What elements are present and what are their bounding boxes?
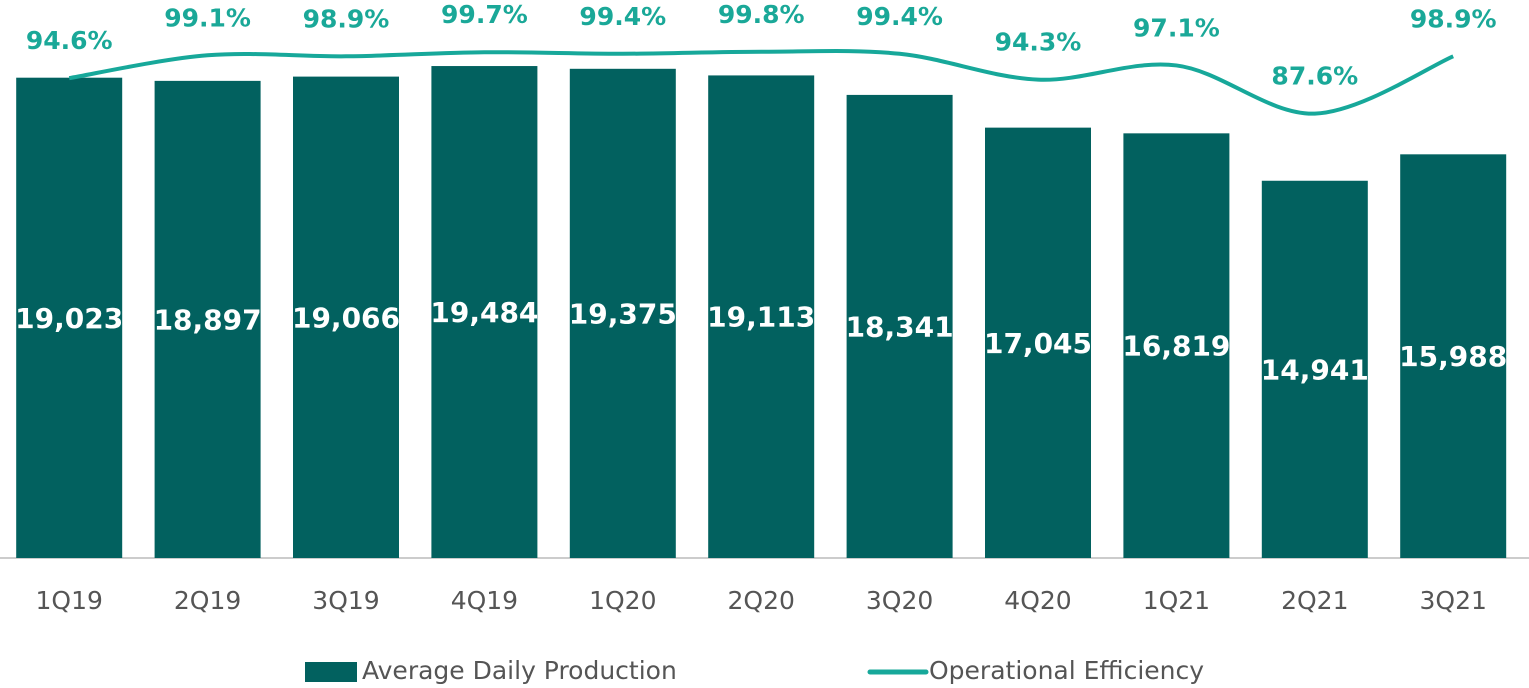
legend-label: Operational Efficiency	[929, 656, 1204, 685]
x-tick-label: 1Q19	[35, 586, 102, 615]
line-value-label: 94.6%	[26, 26, 113, 55]
bar-value-label: 17,045	[984, 327, 1092, 360]
bar	[708, 75, 815, 559]
bar	[1261, 180, 1368, 558]
bar	[985, 127, 1091, 559]
line-value-label: 98.9%	[303, 4, 390, 33]
legend-label: Average Daily Production	[362, 656, 677, 685]
x-tick-label: 3Q19	[312, 586, 379, 615]
bar	[569, 68, 676, 559]
bar	[431, 66, 538, 559]
bar-value-label: 18,897	[154, 303, 262, 336]
line-value-label: 97.1%	[1133, 13, 1220, 42]
line-value-label: 98.9%	[1410, 4, 1497, 33]
line-value-label: 99.8%	[718, 0, 805, 29]
line-value-label: 87.6%	[1271, 62, 1358, 91]
bar-value-label: 19,484	[430, 296, 538, 329]
line-value-label: 94.3%	[995, 28, 1082, 57]
bar	[293, 76, 399, 558]
bar-value-label: 19,066	[292, 301, 400, 334]
x-tick-label: 3Q20	[866, 586, 933, 615]
x-tick-label: 2Q21	[1281, 586, 1348, 615]
bar	[846, 94, 953, 559]
bar	[16, 77, 123, 559]
bar-value-label: 18,341	[846, 310, 954, 343]
x-tick-label: 2Q20	[727, 586, 794, 615]
bar	[1400, 154, 1507, 558]
x-tick-label: 2Q19	[174, 586, 241, 615]
bar-value-label: 19,375	[569, 297, 677, 330]
x-tick-label: 1Q20	[589, 586, 656, 615]
line-value-label: 99.4%	[579, 2, 666, 31]
bar	[154, 80, 261, 558]
bar	[1123, 133, 1230, 558]
x-tick-label: 4Q19	[451, 586, 518, 615]
bar-value-label: 16,819	[1122, 330, 1230, 363]
bar-value-label: 15,988	[1399, 340, 1507, 373]
line-value-label: 99.4%	[856, 2, 943, 31]
x-tick-label: 1Q21	[1143, 586, 1210, 615]
line-value-label: 99.7%	[441, 0, 528, 29]
efficiency-line	[68, 49, 1454, 116]
bar-value-label: 19,023	[15, 302, 123, 335]
legend-swatch	[305, 662, 357, 682]
bar-value-label: 19,113	[707, 301, 815, 334]
line-value-label: 99.1%	[164, 3, 251, 32]
x-tick-label: 4Q20	[1004, 586, 1071, 615]
x-tick-label: 3Q21	[1419, 586, 1486, 615]
bar-value-label: 14,941	[1261, 353, 1369, 386]
